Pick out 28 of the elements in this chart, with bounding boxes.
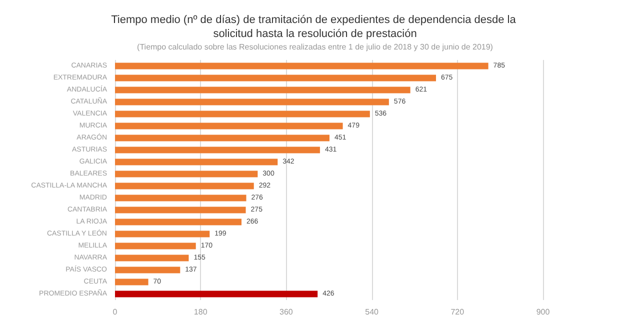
chart-subtitle: (Tiempo calculado sobre las Resoluciones realizadas entre 1 de julio de 2018 y 30 de junio de 2019) <box>137 42 494 52</box>
bar <box>115 230 210 238</box>
bar <box>115 134 330 142</box>
bar <box>115 290 318 298</box>
bar <box>115 218 242 226</box>
x-tick-label: 0 <box>112 308 118 316</box>
x-tick-label: 180 <box>194 308 208 316</box>
chart-title: Tiempo medio (nº de días) de tramitación de expedientes de dependencia desde la solicitud hasta la resolución de prestación <box>111 14 519 40</box>
x-tick-label: 540 <box>365 308 380 316</box>
bar <box>115 170 258 178</box>
bar <box>115 122 343 130</box>
bar <box>115 98 389 106</box>
bar <box>115 74 436 82</box>
bar <box>115 266 180 274</box>
bar <box>115 86 410 94</box>
bar <box>115 182 254 190</box>
bar <box>115 194 246 202</box>
x-tick-label: 900 <box>536 308 550 316</box>
bar <box>115 110 370 118</box>
bar <box>115 158 278 166</box>
bar <box>115 242 196 250</box>
bar <box>115 62 488 70</box>
bar <box>115 254 189 262</box>
bar <box>115 206 246 214</box>
x-tick-label: 360 <box>280 308 294 316</box>
x-tick-label: 720 <box>450 308 465 316</box>
bar <box>115 146 320 154</box>
bar <box>115 278 148 286</box>
